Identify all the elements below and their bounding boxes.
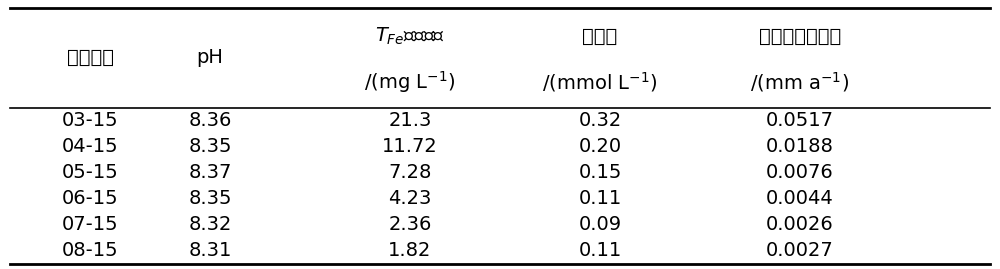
Text: 0.20: 0.20: [578, 137, 622, 156]
Text: 7.28: 7.28: [388, 163, 432, 182]
Text: 2.36: 2.36: [388, 215, 432, 234]
Text: /(mm a$^{-1}$): /(mm a$^{-1}$): [750, 70, 850, 94]
Text: 现场挂片腐蚀率: 现场挂片腐蚀率: [759, 27, 841, 46]
Text: /(mg L$^{-1}$): /(mg L$^{-1}$): [364, 69, 456, 95]
Text: 06-15: 06-15: [62, 189, 118, 208]
Text: 0.0027: 0.0027: [766, 241, 834, 260]
Text: 07-15: 07-15: [62, 215, 118, 234]
Text: 21.3: 21.3: [388, 111, 432, 130]
Text: 08-15: 08-15: [62, 241, 118, 260]
Text: 0.15: 0.15: [578, 163, 622, 182]
Text: 0.11: 0.11: [578, 241, 622, 260]
Text: 4.23: 4.23: [388, 189, 432, 208]
Text: $T_{Fe}$总铁浓度: $T_{Fe}$总铁浓度: [375, 26, 445, 47]
Text: 0.32: 0.32: [578, 111, 622, 130]
Text: 04-15: 04-15: [62, 137, 118, 156]
Text: 0.11: 0.11: [578, 189, 622, 208]
Text: 0.0044: 0.0044: [766, 189, 834, 208]
Text: 03-15: 03-15: [62, 111, 118, 130]
Text: 8.37: 8.37: [188, 163, 232, 182]
Text: 0.0076: 0.0076: [766, 163, 834, 182]
Text: 0.0026: 0.0026: [766, 215, 834, 234]
Text: pH: pH: [197, 48, 223, 67]
Text: 8.36: 8.36: [188, 111, 232, 130]
Text: 0.0188: 0.0188: [766, 137, 834, 156]
Text: 0.0517: 0.0517: [766, 111, 834, 130]
Text: 取样时间: 取样时间: [66, 48, 114, 67]
Text: /(mmol L$^{-1}$): /(mmol L$^{-1}$): [542, 70, 658, 94]
Text: 8.32: 8.32: [188, 215, 232, 234]
Text: 8.35: 8.35: [188, 189, 232, 208]
Text: 11.72: 11.72: [382, 137, 438, 156]
Text: 总硬度: 总硬度: [582, 27, 618, 46]
Text: 1.82: 1.82: [388, 241, 432, 260]
Text: 8.31: 8.31: [188, 241, 232, 260]
Text: 05-15: 05-15: [62, 163, 118, 182]
Text: 8.35: 8.35: [188, 137, 232, 156]
Text: 0.09: 0.09: [578, 215, 622, 234]
